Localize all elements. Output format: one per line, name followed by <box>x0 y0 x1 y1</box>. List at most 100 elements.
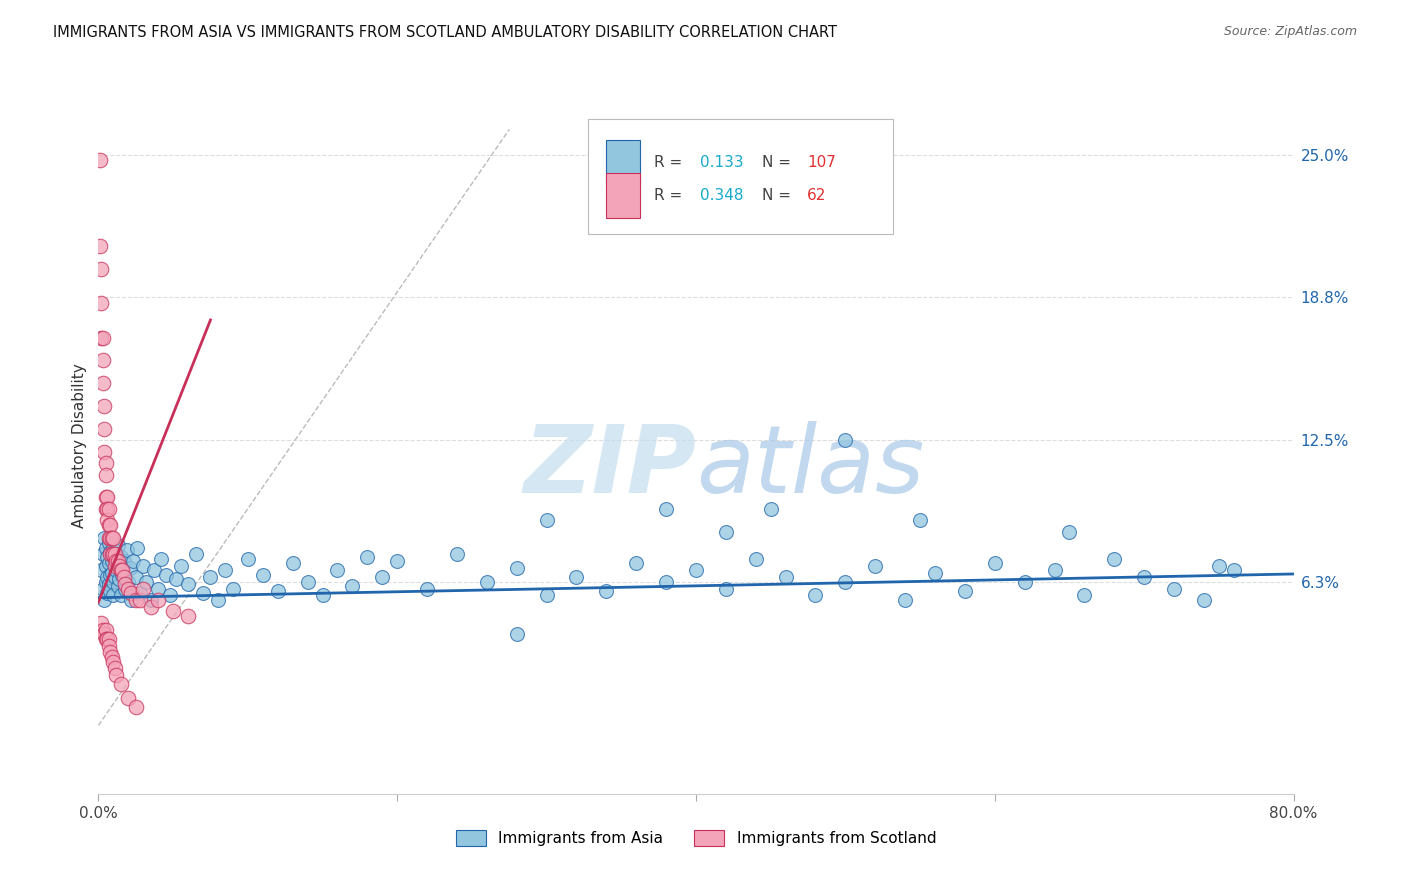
Point <box>169 558 191 573</box>
Point <box>96 501 118 516</box>
Point <box>1163 582 1185 596</box>
Point <box>90 262 112 277</box>
Point <box>120 593 142 607</box>
Point <box>506 561 529 575</box>
Point <box>924 566 946 580</box>
Point <box>91 376 114 391</box>
Point <box>101 532 124 546</box>
Point <box>506 627 529 641</box>
Point <box>446 547 468 561</box>
Point <box>385 554 409 568</box>
Point <box>110 549 132 564</box>
Point <box>475 574 498 589</box>
Point <box>91 547 114 561</box>
Point <box>103 589 125 603</box>
Point <box>114 582 136 596</box>
Point <box>150 552 173 566</box>
Point <box>139 599 162 614</box>
Text: R =: R = <box>654 187 688 202</box>
Point <box>96 513 118 527</box>
Point <box>129 586 152 600</box>
Point <box>96 491 118 505</box>
Point <box>91 582 114 596</box>
Point <box>267 583 290 598</box>
Point <box>105 563 128 577</box>
Point <box>110 677 132 691</box>
Text: IMMIGRANTS FROM ASIA VS IMMIGRANTS FROM SCOTLAND AMBULATORY DISABILITY CORRELATI: IMMIGRANTS FROM ASIA VS IMMIGRANTS FROM … <box>53 25 838 40</box>
Point <box>135 574 157 589</box>
Point <box>759 501 782 516</box>
Point <box>97 532 120 546</box>
Point <box>1014 574 1036 589</box>
Point <box>101 650 124 665</box>
Point <box>214 563 236 577</box>
Point <box>105 554 128 568</box>
Point <box>356 549 378 564</box>
Point <box>236 552 259 566</box>
Point <box>1208 558 1230 573</box>
Point <box>90 563 112 577</box>
Point <box>416 582 439 596</box>
Point <box>311 589 333 603</box>
Point <box>536 589 558 603</box>
Text: Source: ZipAtlas.com: Source: ZipAtlas.com <box>1223 25 1357 38</box>
Point <box>1104 552 1126 566</box>
Point <box>1043 563 1066 577</box>
Point <box>94 501 117 516</box>
Point <box>110 563 132 577</box>
Point <box>101 547 124 561</box>
Point <box>97 517 120 532</box>
Point <box>953 583 976 598</box>
Point <box>94 623 117 637</box>
Point <box>94 558 117 573</box>
Point <box>281 557 304 571</box>
Point <box>90 331 112 345</box>
Point <box>110 589 132 603</box>
Point <box>98 547 122 561</box>
Point <box>142 563 165 577</box>
Point <box>775 570 797 584</box>
Point <box>114 577 136 591</box>
Point <box>94 491 117 505</box>
Point <box>655 501 678 516</box>
Point <box>297 574 319 589</box>
Point <box>90 615 112 630</box>
Point <box>93 593 115 607</box>
Point <box>129 593 152 607</box>
Point <box>98 645 122 659</box>
Point <box>139 593 162 607</box>
Point <box>132 558 155 573</box>
Point <box>326 563 349 577</box>
Point <box>1059 524 1081 539</box>
Point <box>342 579 364 593</box>
Point <box>894 593 917 607</box>
Point <box>222 582 245 596</box>
Point <box>103 547 125 561</box>
Point <box>101 554 124 568</box>
Text: 107: 107 <box>807 155 837 170</box>
Point <box>1192 593 1215 607</box>
Point <box>908 513 931 527</box>
Point <box>371 570 394 584</box>
Point <box>96 549 118 564</box>
Point <box>655 574 678 589</box>
FancyBboxPatch shape <box>589 119 893 234</box>
Point <box>125 700 148 714</box>
Point <box>89 153 111 167</box>
Point <box>107 579 129 593</box>
Point <box>101 566 124 580</box>
Point <box>104 661 127 675</box>
Point <box>104 558 127 573</box>
Point <box>105 547 128 561</box>
Point <box>121 554 143 568</box>
Text: 0.348: 0.348 <box>700 187 742 202</box>
Point <box>177 609 200 624</box>
Point <box>94 574 117 589</box>
Point <box>108 558 131 573</box>
Point <box>1223 563 1246 577</box>
Point <box>714 524 737 539</box>
Point <box>103 541 125 555</box>
Point <box>626 557 648 571</box>
Point <box>111 563 134 577</box>
Point <box>96 586 118 600</box>
